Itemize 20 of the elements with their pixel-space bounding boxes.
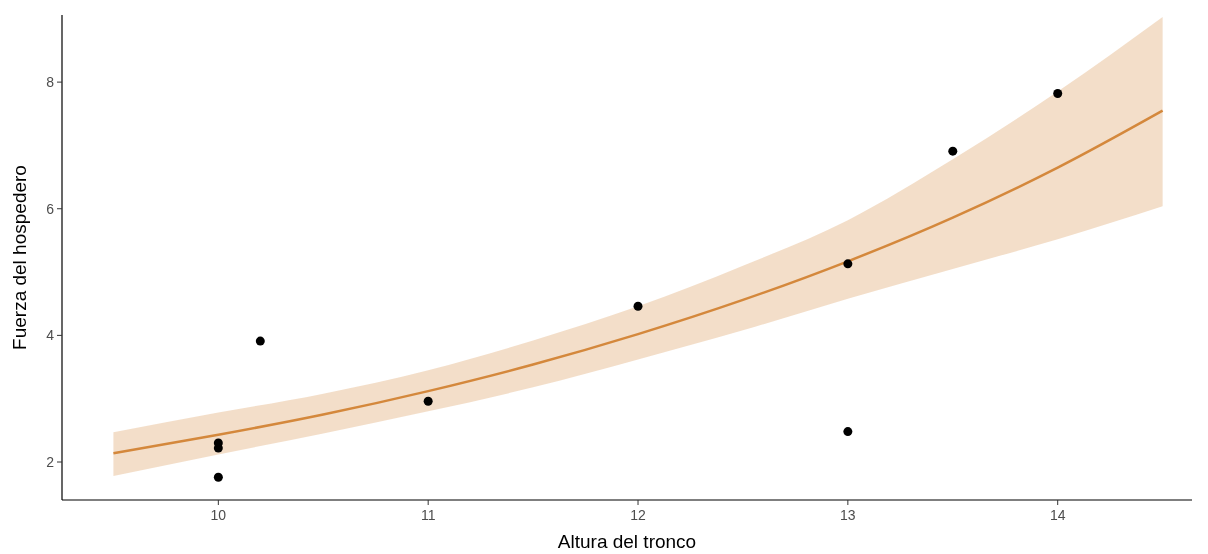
point — [423, 396, 433, 406]
y-tick-label: 6 — [46, 200, 55, 217]
point — [1053, 89, 1063, 99]
y-axis-title: Fuerza del hospedero — [9, 165, 30, 350]
point — [255, 336, 265, 346]
x-tick-label: 12 — [630, 507, 647, 523]
y-tick-label: 2 — [46, 453, 55, 470]
x-tick-label: 11 — [420, 507, 436, 523]
x-tick-label: 10 — [210, 507, 227, 523]
line-series — [112, 109, 1164, 455]
point — [213, 472, 223, 482]
point — [843, 259, 853, 269]
x-tick-label: 13 — [840, 507, 856, 523]
point — [948, 146, 958, 156]
x-tick-label: 14 — [1049, 507, 1066, 523]
x-axis-title: Altura del tronco — [557, 531, 697, 552]
y-tick-label: 8 — [46, 74, 55, 91]
point — [633, 301, 643, 311]
point — [843, 427, 853, 437]
y-tick-label: 4 — [46, 327, 55, 344]
